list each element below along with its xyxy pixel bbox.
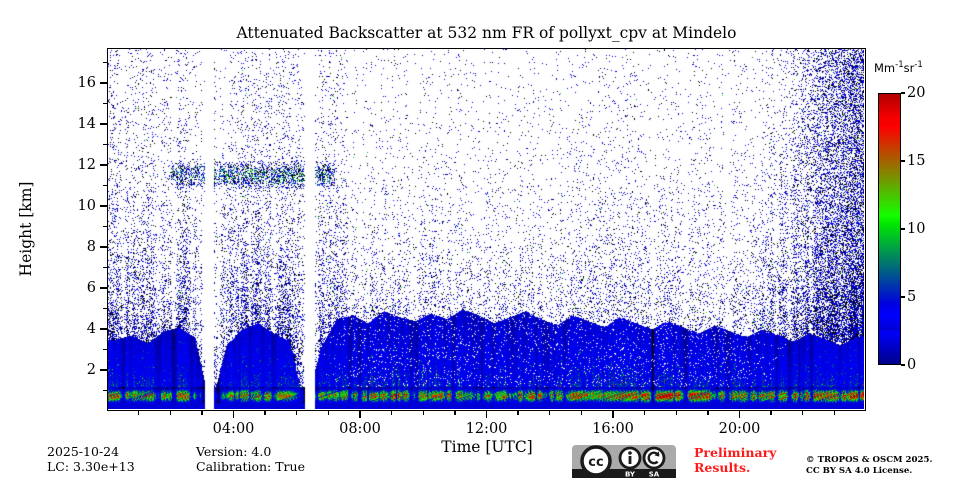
y-axis-tick-label: 10 (77, 197, 96, 214)
x-axis-tick (612, 411, 614, 418)
cc-by-label: BY (625, 471, 636, 479)
backscatter-heatmap (108, 49, 864, 409)
y-axis-minor-tick (103, 348, 107, 351)
colorbar-tick (901, 92, 905, 94)
x-axis-minor-tick (549, 411, 551, 415)
x-axis-tick-label: 12:00 (465, 421, 508, 437)
x-axis-minor-tick (137, 411, 140, 415)
x-axis-minor-tick (643, 411, 646, 415)
colorbar-unit-mid: sr (903, 60, 915, 75)
y-axis-tick-label: 12 (77, 156, 96, 173)
y-axis-tick-label: 16 (77, 74, 96, 91)
cc-sa-label: SA (649, 471, 660, 479)
colorbar-tick-label: 0 (907, 357, 917, 373)
x-axis-minor-tick (264, 411, 266, 415)
y-axis-minor-tick (103, 307, 107, 310)
colorbar-tick (901, 296, 905, 298)
x-axis-minor-tick (454, 411, 456, 415)
x-axis-tick (485, 411, 488, 418)
x-axis-tick-label: 16:00 (592, 421, 634, 437)
colorbar-tick-label: 10 (907, 221, 926, 237)
colorbar-tick-label: 5 (907, 289, 917, 305)
x-axis-minor-tick (390, 411, 393, 415)
x-axis-minor-tick (802, 411, 804, 415)
y-axis-tick-label: 14 (77, 115, 96, 132)
x-axis-minor-tick (707, 411, 709, 415)
y-axis-minor-tick (103, 225, 107, 228)
x-axis-tick (738, 411, 741, 418)
colorbar-unit-exp1: -1 (895, 60, 904, 70)
x-axis-tick (359, 411, 361, 418)
y-axis-tick-label: 6 (86, 279, 96, 296)
y-axis-tick (100, 246, 107, 248)
colorbar-tick (901, 228, 905, 230)
y-axis-tick (100, 164, 107, 166)
x-axis-tick-label: 08:00 (339, 421, 381, 437)
y-axis-tick (100, 205, 107, 207)
y-axis-minor-tick (103, 61, 107, 64)
footer-version-info: Version: 4.0 Calibration: True (196, 444, 305, 474)
y-axis-minor-tick (103, 389, 107, 392)
y-axis-tick-label: 4 (86, 320, 96, 337)
creative-commons-badge: cc BY SA (572, 445, 676, 478)
y-axis-tick (100, 328, 107, 330)
y-axis-label: Height [km] (17, 181, 35, 277)
y-axis-minor-tick (103, 184, 107, 187)
x-axis-minor-tick (201, 411, 203, 415)
y-axis-tick (100, 123, 107, 125)
y-axis-tick (100, 287, 107, 289)
colorbar-gradient (879, 94, 900, 364)
x-axis-tick (232, 411, 235, 418)
x-axis-minor-tick (770, 411, 772, 415)
footer-date-info: 2025-10-24 LC: 3.30e+13 (47, 444, 135, 474)
x-axis-minor-tick (517, 411, 519, 415)
preliminary-results-note: Preliminary Results. (694, 445, 777, 475)
x-axis-minor-tick (833, 411, 836, 415)
colorbar (878, 93, 901, 365)
x-axis-tick-label: 20:00 (718, 421, 761, 437)
x-axis-minor-tick (169, 411, 171, 415)
x-axis-minor-tick (327, 411, 330, 415)
page-title: Attenuated Backscatter at 532 nm FR of p… (236, 24, 737, 42)
colorbar-tick-label: 15 (907, 153, 926, 169)
x-axis-minor-tick (675, 411, 677, 415)
y-axis-minor-tick (103, 143, 107, 146)
x-axis-minor-tick (422, 411, 424, 415)
colorbar-unit-label: Mm-1sr-1 (874, 60, 923, 75)
colorbar-tick-label: 20 (907, 85, 926, 101)
y-axis-minor-tick (103, 102, 107, 105)
y-axis-tick (100, 369, 107, 371)
y-axis-tick (100, 82, 107, 84)
plot-axes-area (107, 48, 866, 411)
x-axis-minor-tick (580, 411, 583, 415)
colorbar-tick (901, 160, 905, 162)
x-axis-tick-label: 04:00 (212, 421, 255, 437)
colorbar-unit-base: Mm (874, 60, 896, 75)
colorbar-tick (901, 364, 905, 366)
colorbar-unit-exp2: -1 (914, 60, 923, 70)
svg-text:cc: cc (588, 455, 603, 470)
copyright-note: © TROPOS & OSCM 2025. CC BY SA 4.0 Licen… (806, 455, 933, 476)
y-axis-tick-label: 8 (86, 238, 96, 255)
x-axis-label: Time [UTC] (441, 438, 533, 456)
x-axis-minor-tick (296, 411, 298, 415)
y-axis-tick-label: 2 (86, 361, 96, 378)
y-axis-minor-tick (103, 266, 107, 269)
